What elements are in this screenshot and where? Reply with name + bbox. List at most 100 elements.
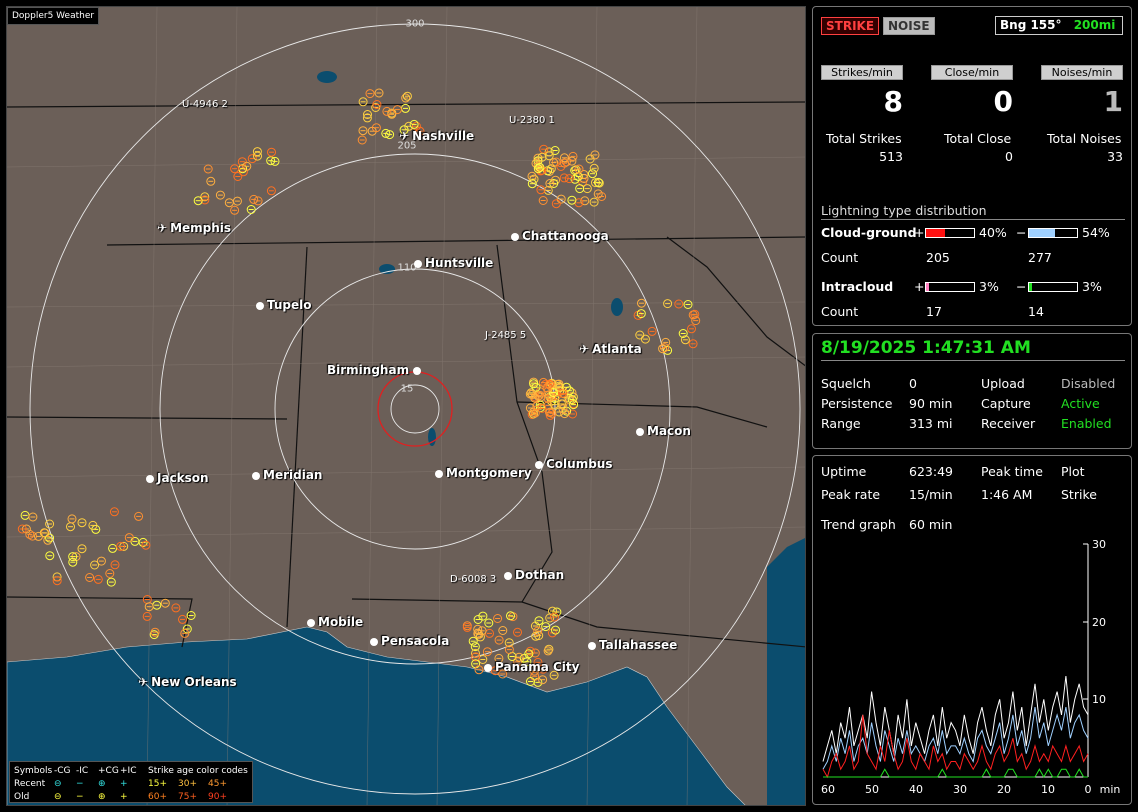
- bar-fill: [1029, 283, 1032, 291]
- legend-label: Recent: [14, 778, 46, 789]
- strike-icon: [535, 403, 545, 413]
- city-jackson: Jackson: [146, 471, 209, 485]
- age-code: 90+: [208, 791, 227, 802]
- strike-icon: [381, 128, 391, 138]
- strike-icon: [567, 195, 577, 205]
- divider: [821, 360, 1125, 361]
- strike-icon: [663, 345, 673, 355]
- strike-icon: [363, 110, 372, 119]
- strike-icon: [96, 556, 106, 566]
- legend-label: Strike age color codes: [148, 765, 248, 776]
- city-dot-icon: [588, 641, 596, 650]
- city-dot-icon: [484, 663, 492, 672]
- range-label: 300: [405, 18, 425, 30]
- strike-icon: [597, 192, 607, 201]
- strike-icon: [494, 635, 504, 645]
- strike-icon: [691, 316, 701, 326]
- plot-value[interactable]: Strike: [1061, 487, 1097, 502]
- strike-icon: [493, 614, 503, 623]
- strike-icon: [504, 645, 514, 655]
- strike-icon: [533, 164, 543, 174]
- strike-icon: [215, 190, 225, 200]
- strike-icon: [468, 636, 478, 646]
- city-dot-icon: [435, 469, 443, 478]
- strike-icon: [186, 611, 196, 620]
- cg-negative-pct: 54%: [1082, 225, 1110, 240]
- cloud-ground-label: Cloud-ground: [821, 225, 917, 240]
- strike-icon: [224, 198, 234, 208]
- strike-icon: [589, 163, 599, 173]
- strike-icon: [560, 409, 570, 419]
- city-pensacola: Pensacola: [370, 634, 449, 648]
- total-strikes-label: Total Strikes: [826, 131, 902, 146]
- cg-negative-count: 277: [1028, 250, 1052, 265]
- ic-positive-pct: 3%: [979, 279, 999, 294]
- strike-icon: [392, 105, 402, 115]
- y-tick-label: 30: [1092, 538, 1106, 551]
- city-nashville: ✈ Nashville: [399, 129, 475, 143]
- legend-label: -IC: [76, 765, 89, 776]
- strike-icon: [242, 161, 252, 171]
- strike-icon: [110, 560, 120, 570]
- legend-header-row: Symbols -CG -IC +CG +IC Strike age color…: [14, 764, 248, 777]
- total-strikes-value: 513: [879, 149, 903, 164]
- strike-icon: [660, 343, 670, 353]
- range-value[interactable]: 313 mi: [909, 416, 953, 431]
- strike-icon: [560, 158, 569, 168]
- bar-fill: [926, 283, 929, 291]
- strike-icon: [647, 326, 657, 336]
- strike-icon: [382, 106, 392, 116]
- age-code: 60+: [148, 791, 167, 802]
- strike-icon: [538, 664, 548, 674]
- strike-icon: [504, 638, 514, 648]
- persistence-value[interactable]: 90 min: [909, 396, 953, 411]
- strike-icon: [543, 646, 553, 656]
- legend-label: Old: [14, 791, 30, 802]
- strike-icon: [537, 152, 547, 162]
- legend-label: +CG: [98, 765, 119, 776]
- strike-icon: [28, 512, 38, 522]
- strike-icon: [178, 614, 187, 624]
- peak-rate-value: 15/min: [909, 487, 953, 502]
- strike-icon: [557, 399, 566, 409]
- strike-icon: [552, 391, 561, 400]
- noises-per-min-button[interactable]: Noises/min: [1041, 65, 1123, 80]
- upload-value[interactable]: Disabled: [1061, 376, 1116, 391]
- city-atlanta: ✈ Atlanta: [579, 342, 642, 356]
- noise-tab[interactable]: NOISE: [883, 17, 935, 35]
- strike-icon: [200, 195, 210, 205]
- receiver-value[interactable]: Enabled: [1061, 416, 1112, 431]
- strike-icon: [67, 514, 77, 524]
- strike-icon: [462, 622, 472, 632]
- strike-icon: [593, 177, 603, 187]
- strike-icon: [543, 394, 553, 404]
- neg-ic-old-icon: −: [76, 791, 84, 802]
- minus-sign: −: [1016, 279, 1027, 294]
- cg-positive-count: 205: [926, 250, 950, 265]
- strike-icon: [551, 199, 561, 209]
- strike-icon: [45, 551, 55, 561]
- total-noises-label: Total Noises: [1047, 131, 1122, 146]
- strike-icon: [474, 665, 484, 675]
- bearing-range-box: Bng 155° 200mi: [995, 16, 1123, 35]
- strike-icon: [253, 196, 263, 206]
- squelch-value[interactable]: 0: [909, 376, 917, 391]
- trend-graph-label: Trend graph: [821, 517, 896, 532]
- capture-value[interactable]: Active: [1061, 396, 1100, 411]
- peak-time-value: 1:46 AM: [981, 487, 1033, 502]
- legend-label: Symbols: [14, 765, 53, 776]
- y-ticks: 30 20 10: [1083, 538, 1106, 706]
- close-per-min-button[interactable]: Close/min: [931, 65, 1013, 80]
- strikes-per-min-button[interactable]: Strikes/min: [821, 65, 903, 80]
- strike-icon: [680, 335, 690, 345]
- strike-icon: [180, 628, 190, 638]
- plus-sign: +: [914, 279, 925, 294]
- close-per-min-value: 0: [993, 85, 1013, 118]
- strike-tab[interactable]: STRIKE: [821, 17, 880, 35]
- strike-icon: [498, 669, 508, 679]
- plot-label: Plot: [1061, 464, 1085, 479]
- trend-graph-value[interactable]: 60 min: [909, 517, 953, 532]
- lightning-map[interactable]: 300 205 110 15 U-4946 2 U-2380 1 J-2485 …: [6, 6, 806, 806]
- strike-icon: [385, 130, 395, 140]
- strike-icon: [171, 603, 181, 613]
